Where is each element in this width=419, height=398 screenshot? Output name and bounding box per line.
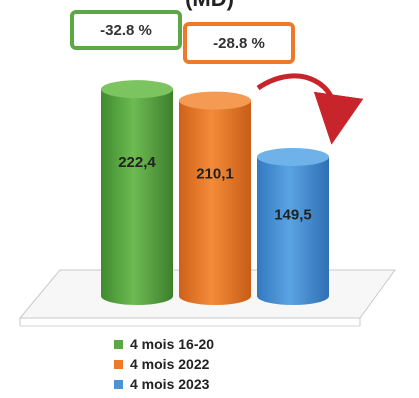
chart-data-label: 149,5 bbox=[274, 207, 312, 224]
chart-data-label: 222,4 bbox=[118, 154, 156, 171]
chart-bar: 210,1 bbox=[179, 91, 251, 306]
chart-bar-body bbox=[179, 100, 251, 306]
chart-bar-top bbox=[179, 91, 251, 110]
chart-bar-body bbox=[101, 89, 173, 305]
change-badge-1: -32.8 % bbox=[70, 10, 182, 50]
chart-bar-top bbox=[101, 80, 173, 99]
legend-swatch bbox=[114, 339, 123, 349]
legend-label: 4 mois 2023 bbox=[130, 376, 210, 392]
legend-swatch bbox=[114, 359, 123, 369]
chart-bar-top bbox=[257, 147, 329, 166]
legend-label: 4 mois 16-20 bbox=[130, 336, 215, 352]
legend-label: 4 mois 2022 bbox=[130, 356, 210, 372]
chart-bar: 222,4 bbox=[101, 80, 173, 305]
legend-item: 4 mois 2022 bbox=[114, 354, 214, 374]
legend-swatch bbox=[114, 379, 123, 389]
chart-data-label: 210,1 bbox=[196, 166, 234, 183]
trend-arrow bbox=[256, 73, 364, 145]
chart-bar-body bbox=[257, 156, 329, 305]
change-badge-2: -28.8 % bbox=[183, 22, 295, 64]
legend-item: 4 mois 16-20 bbox=[114, 334, 214, 354]
chart-title-fragment: (MD) bbox=[0, 0, 419, 12]
legend-item: 4 mois 2023 bbox=[114, 374, 214, 394]
chart-legend: 4 mois 16-20 4 mois 2022 4 mois 2023 bbox=[114, 334, 214, 394]
chart-bar: 149,5 bbox=[257, 147, 329, 305]
